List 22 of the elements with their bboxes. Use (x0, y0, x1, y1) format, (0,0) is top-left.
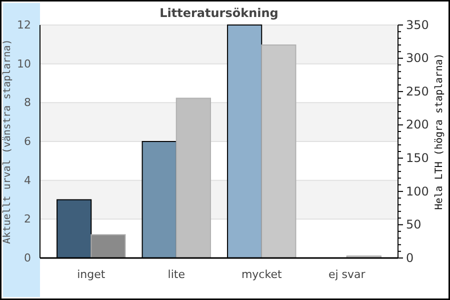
y2-tick-label: 300 (406, 51, 429, 66)
y-tick-label: 8 (24, 96, 31, 110)
x-tick-label: inget (77, 268, 106, 281)
y-tick-label: 6 (24, 135, 31, 148)
y2-tick-label: 100 (406, 184, 429, 198)
x-tick-label: ej svar (328, 268, 366, 281)
y2-axis-title: Hela LTH (högra staplarna) (434, 53, 445, 210)
y-tick-label: 2 (24, 212, 31, 226)
y2-tick-label: 350 (406, 18, 429, 32)
y-tick-label: 4 (24, 174, 31, 187)
x-tick-label: lite (168, 268, 186, 281)
y-tick-label: 0 (24, 252, 31, 265)
y-axis-title: Aktuellt urval (vänstra staplarna) (2, 39, 13, 244)
y2-tick-label: 150 (406, 150, 429, 165)
y2-tick-label: 50 (406, 218, 422, 232)
y2-tick-label: 200 (406, 118, 429, 132)
y-tick-label: 10 (17, 57, 31, 70)
y2-tick-label: 250 (406, 84, 429, 98)
x-tick-label: mycket (241, 268, 282, 281)
chart-title: Litteratursökning (160, 6, 278, 20)
y2-tick-label: 0 (406, 250, 414, 265)
y-tick-label: 12 (17, 18, 31, 32)
